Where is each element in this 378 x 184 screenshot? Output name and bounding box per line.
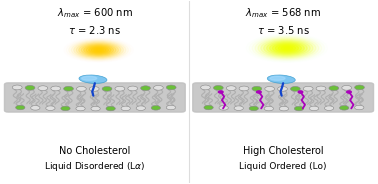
Text: No Cholesterol: No Cholesterol <box>59 146 130 156</box>
Circle shape <box>290 86 300 91</box>
Ellipse shape <box>94 48 104 52</box>
Circle shape <box>151 106 161 110</box>
Ellipse shape <box>79 75 107 83</box>
Text: High Cholesterol: High Cholesterol <box>243 146 324 156</box>
Circle shape <box>166 105 175 110</box>
FancyBboxPatch shape <box>193 83 373 112</box>
Circle shape <box>329 86 339 91</box>
Circle shape <box>12 85 22 90</box>
Ellipse shape <box>270 76 285 80</box>
Circle shape <box>64 86 73 91</box>
Ellipse shape <box>275 44 299 52</box>
Text: $\lambda_{max}$ = 600 nm: $\lambda_{max}$ = 600 nm <box>57 6 133 20</box>
Circle shape <box>257 91 261 93</box>
Circle shape <box>141 86 150 91</box>
Circle shape <box>31 106 40 110</box>
Text: Liquid Disordered (L$\alpha$): Liquid Disordered (L$\alpha$) <box>44 160 146 173</box>
Circle shape <box>166 85 176 90</box>
Ellipse shape <box>71 40 126 60</box>
Circle shape <box>46 106 55 110</box>
Ellipse shape <box>258 38 316 58</box>
Ellipse shape <box>76 42 121 58</box>
Circle shape <box>102 86 112 91</box>
Text: $\tau$ = 2.3 ns: $\tau$ = 2.3 ns <box>68 24 121 36</box>
Ellipse shape <box>284 47 290 49</box>
Circle shape <box>91 106 100 111</box>
Circle shape <box>201 85 211 90</box>
Circle shape <box>264 106 274 111</box>
Ellipse shape <box>255 37 319 59</box>
Circle shape <box>226 86 236 91</box>
Circle shape <box>279 106 288 111</box>
Ellipse shape <box>74 41 124 59</box>
Circle shape <box>106 106 115 111</box>
Ellipse shape <box>82 76 97 80</box>
Circle shape <box>38 86 48 91</box>
Ellipse shape <box>278 45 296 51</box>
Circle shape <box>355 85 364 90</box>
Ellipse shape <box>86 46 111 54</box>
Circle shape <box>89 86 99 91</box>
Circle shape <box>303 86 313 91</box>
Circle shape <box>339 106 349 110</box>
Ellipse shape <box>96 49 101 51</box>
FancyBboxPatch shape <box>5 83 185 112</box>
Circle shape <box>76 86 86 91</box>
Circle shape <box>76 106 85 111</box>
Circle shape <box>15 105 25 110</box>
Ellipse shape <box>89 47 108 54</box>
Circle shape <box>355 105 364 110</box>
Circle shape <box>25 85 35 90</box>
Circle shape <box>342 85 352 90</box>
Circle shape <box>277 86 287 91</box>
Circle shape <box>249 106 259 111</box>
Circle shape <box>347 91 351 93</box>
Circle shape <box>265 86 274 91</box>
Ellipse shape <box>261 39 313 57</box>
Circle shape <box>214 85 223 90</box>
Ellipse shape <box>267 75 295 83</box>
Circle shape <box>218 91 223 93</box>
Circle shape <box>294 106 304 111</box>
Circle shape <box>51 86 60 91</box>
Circle shape <box>298 91 303 93</box>
Circle shape <box>153 85 163 90</box>
Circle shape <box>128 86 138 91</box>
Ellipse shape <box>281 46 293 50</box>
Circle shape <box>136 106 146 110</box>
Ellipse shape <box>91 47 106 53</box>
Ellipse shape <box>270 42 304 54</box>
Circle shape <box>115 86 125 91</box>
Circle shape <box>219 106 228 110</box>
Circle shape <box>61 106 70 111</box>
Ellipse shape <box>81 44 116 56</box>
Ellipse shape <box>266 41 307 55</box>
Text: Liquid Ordered (Lo): Liquid Ordered (Lo) <box>239 162 327 171</box>
Ellipse shape <box>264 40 310 56</box>
Ellipse shape <box>84 45 113 55</box>
Circle shape <box>121 106 130 111</box>
Circle shape <box>252 86 262 91</box>
Text: $\lambda_{max}$ = 568 nm: $\lambda_{max}$ = 568 nm <box>245 6 321 20</box>
Circle shape <box>316 86 326 91</box>
Circle shape <box>204 105 213 110</box>
Text: $\tau$ = 3.5 ns: $\tau$ = 3.5 ns <box>257 24 310 36</box>
Circle shape <box>239 86 249 91</box>
Circle shape <box>324 106 334 110</box>
Circle shape <box>309 106 319 111</box>
Ellipse shape <box>79 43 118 57</box>
Circle shape <box>234 106 243 110</box>
Ellipse shape <box>273 43 301 53</box>
